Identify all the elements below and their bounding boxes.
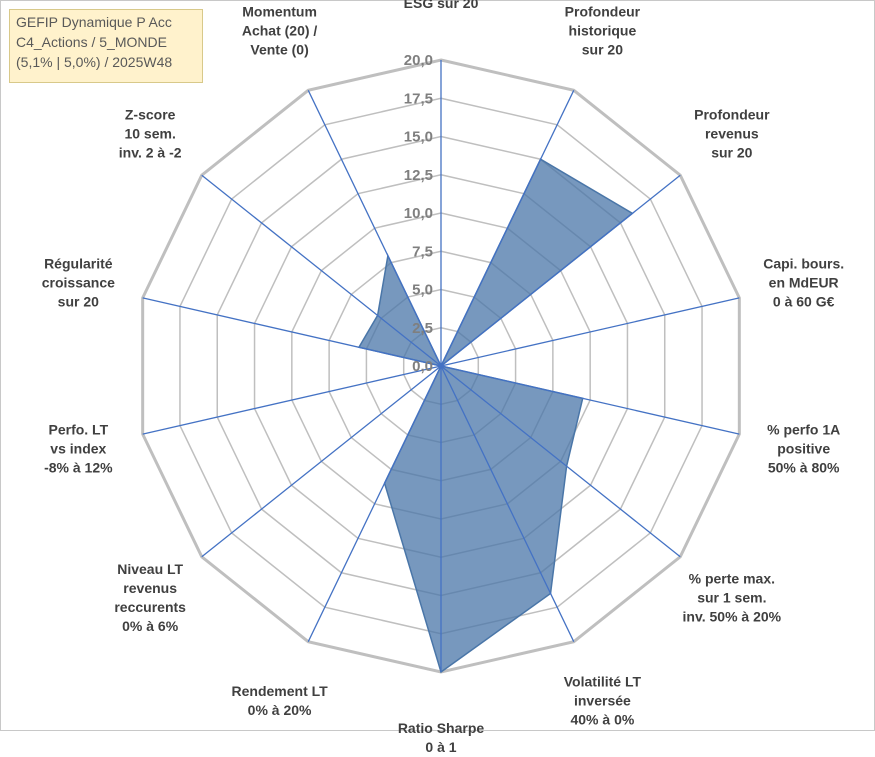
- axis-label-line: Achat (20) /: [242, 21, 317, 40]
- axis-label-line: 50% à 80%: [767, 458, 840, 477]
- tick-label: 2,5: [412, 320, 433, 337]
- axis-label-line: reccurents: [114, 598, 186, 617]
- axis-label-line: inv. 50% à 20%: [683, 607, 782, 626]
- axis-label-line: 40% à 0%: [564, 711, 641, 730]
- axis-label-line: Profondeur: [694, 106, 769, 125]
- axis-label-line: 0% à 20%: [231, 701, 327, 720]
- tick-label: 0,0: [412, 358, 433, 375]
- tick-label: 7,5: [412, 243, 433, 260]
- axis-label-line: revenus: [114, 579, 186, 598]
- axis-label-line: Momentum: [242, 2, 317, 21]
- axis-label-line: croissance: [42, 274, 115, 293]
- axis-label-line: 0% à 6%: [114, 617, 186, 636]
- axis-label-line: ESG sur 20: [404, 0, 479, 13]
- tick-label: 12,5: [404, 167, 433, 184]
- axis-label-line: Régularité: [42, 255, 115, 274]
- tick-label: 17,5: [404, 90, 433, 107]
- series-area: [359, 159, 632, 672]
- title-line-3: (5,1% | 5,0%) / 2025W48: [16, 52, 196, 72]
- axis-label-line: sur 20: [565, 40, 640, 59]
- axis-label-line: % perte max.: [683, 569, 782, 588]
- axis-label-line: en MdEUR: [763, 274, 844, 293]
- axis-label-line: Ratio Sharpe: [398, 719, 484, 738]
- axis-label-line: positive: [767, 439, 840, 458]
- axis-label-line: sur 20: [694, 144, 769, 163]
- axis-label-line: Capi. bours.: [763, 255, 844, 274]
- axis-label-line: Rendement LT: [231, 682, 327, 701]
- axis-label-line: vs index: [44, 439, 112, 458]
- axis-label-line: Niveau LT: [114, 560, 186, 579]
- axis-label-line: Z-score: [119, 106, 182, 125]
- tick-label: 20,0: [404, 52, 433, 69]
- axis-label-line: sur 1 sem.: [683, 588, 782, 607]
- axis-label-line: Profondeur: [565, 2, 640, 21]
- axis-label-line: 0 à 1: [398, 738, 484, 757]
- axis-label-line: sur 20: [42, 293, 115, 312]
- axis-label-line: % perfo 1A: [767, 420, 840, 439]
- axis-spoke: [202, 175, 441, 366]
- axis-label-line: inversée: [564, 692, 641, 711]
- title-line-2: C4_Actions / 5_MONDE: [16, 32, 196, 52]
- title-line-1: GEFIP Dynamique P Acc: [16, 12, 196, 32]
- axis-label-line: 10 sem.: [119, 125, 182, 144]
- tick-label: 15,0: [404, 129, 433, 146]
- axis-label: % perte max.sur 1 sem.inv. 50% à 20%: [683, 569, 782, 626]
- tick-label: 5,0: [412, 282, 433, 299]
- axis-label-line: 0 à 60 G€: [763, 293, 844, 312]
- tick-label: 10,0: [404, 205, 433, 222]
- axis-label-line: Vente (0): [242, 40, 317, 59]
- axis-label: NoteESG sur 20: [404, 0, 479, 13]
- axis-label-line: revenus: [694, 125, 769, 144]
- chart-frame: 0,0 2,5 5,0 7,5 10,0 12,5 15,0 17,5 20,0 NoteESG…: [0, 0, 875, 731]
- axis-label-line: inv. 2 à -2: [119, 144, 182, 163]
- axis-label-line: Perfo. LT: [44, 420, 112, 439]
- axis-label-line: historique: [565, 21, 640, 40]
- axis-label-line: -8% à 12%: [44, 458, 112, 477]
- chart-title: GEFIP Dynamique P Acc C4_Actions / 5_MON…: [9, 9, 203, 83]
- axis-label-line: Volatilité LT: [564, 673, 641, 692]
